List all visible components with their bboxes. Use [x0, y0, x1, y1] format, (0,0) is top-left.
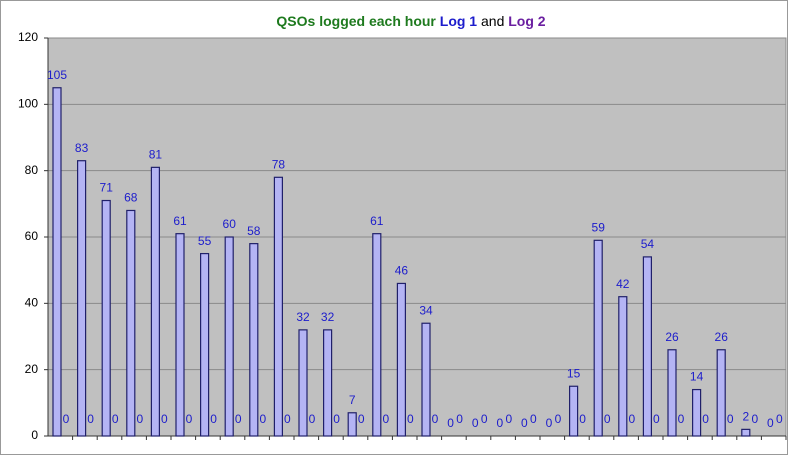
- bar: [642, 256, 653, 437]
- data-label: 0: [456, 412, 463, 426]
- data-label: 0: [678, 412, 685, 426]
- data-label: 14: [690, 370, 704, 384]
- data-label: 46: [395, 264, 409, 278]
- bar: [101, 199, 111, 437]
- data-label: 0: [161, 412, 168, 426]
- data-label: 0: [309, 412, 316, 426]
- bar: [421, 322, 431, 437]
- data-label: 0: [521, 416, 528, 430]
- data-label: 59: [592, 220, 606, 234]
- title-series-1: Log 1: [440, 13, 478, 29]
- data-label: 0: [505, 412, 512, 426]
- data-label: 71: [100, 181, 114, 195]
- bar: [593, 239, 603, 437]
- bar: [76, 160, 87, 437]
- data-label: 0: [284, 412, 291, 426]
- data-label: 60: [223, 217, 237, 231]
- data-label: 0: [432, 412, 439, 426]
- data-label: 0: [702, 412, 709, 426]
- bar: [126, 209, 136, 437]
- data-label: 0: [87, 412, 94, 426]
- bar: [372, 233, 382, 437]
- bar: [273, 176, 283, 437]
- data-label: 0: [604, 412, 611, 426]
- title-series-2: Log 2: [508, 13, 546, 29]
- bar: [691, 388, 702, 437]
- data-label: 0: [447, 416, 454, 430]
- bar: [568, 385, 579, 437]
- bar: [667, 349, 677, 437]
- bar: [249, 243, 259, 437]
- data-label: 0: [112, 412, 119, 426]
- data-label: 0: [210, 412, 217, 426]
- data-label: 55: [198, 234, 212, 248]
- bar: [716, 349, 726, 437]
- data-label: 54: [641, 237, 655, 251]
- title-main: QSOs logged each hour: [276, 13, 436, 29]
- data-label: 2: [742, 410, 749, 424]
- data-label: 15: [567, 366, 581, 380]
- data-label: 0: [63, 412, 70, 426]
- bar: [52, 87, 62, 437]
- bar: [200, 252, 210, 437]
- data-label: 32: [296, 310, 310, 324]
- data-label: 61: [370, 214, 384, 228]
- data-label: 0: [546, 416, 553, 430]
- data-label: 0: [333, 412, 340, 426]
- data-label: 0: [776, 412, 783, 426]
- data-label: 26: [715, 330, 729, 344]
- y-tick-label: 60: [25, 229, 39, 243]
- y-tick-label: 100: [18, 97, 38, 111]
- data-label: 0: [767, 416, 774, 430]
- data-label: 0: [235, 412, 242, 426]
- data-label: 26: [665, 330, 679, 344]
- bar: [150, 166, 160, 437]
- bar: [396, 282, 406, 437]
- title-joiner: and: [481, 13, 504, 29]
- data-label: 34: [419, 303, 433, 317]
- y-tick-label: 20: [25, 362, 39, 376]
- data-label: 78: [272, 157, 286, 171]
- data-label: 105: [47, 68, 67, 82]
- data-label: 0: [653, 412, 660, 426]
- bar: [298, 329, 308, 437]
- bar: [323, 329, 333, 437]
- bar: [347, 412, 357, 437]
- data-label: 7: [349, 393, 356, 407]
- chart-title: QSOs logged each hour Log 1 and Log 2: [276, 13, 545, 29]
- data-label: 61: [173, 214, 187, 228]
- data-label: 0: [579, 412, 586, 426]
- data-label: 0: [382, 412, 389, 426]
- data-label: 0: [496, 416, 503, 430]
- data-label: 0: [358, 412, 365, 426]
- data-label: 58: [247, 224, 261, 238]
- data-label: 0: [530, 412, 537, 426]
- y-tick-label: 80: [25, 163, 39, 177]
- data-label: 0: [751, 412, 758, 426]
- data-label: 42: [616, 277, 630, 291]
- bar: [618, 296, 628, 437]
- y-tick-label: 40: [25, 296, 39, 310]
- data-label: 0: [727, 412, 734, 426]
- data-label: 0: [407, 412, 414, 426]
- y-tick-label: 0: [31, 428, 38, 442]
- bar: [741, 428, 751, 437]
- bar: [175, 233, 185, 437]
- data-label: 68: [124, 191, 138, 205]
- data-label: 32: [321, 310, 335, 324]
- y-tick-label: 120: [18, 30, 38, 44]
- data-label: 0: [628, 412, 635, 426]
- data-label: 0: [481, 412, 488, 426]
- data-label: 0: [555, 412, 562, 426]
- data-label: 81: [149, 148, 163, 162]
- bar: [224, 236, 234, 437]
- data-label: 0: [472, 416, 479, 430]
- data-label: 0: [259, 412, 266, 426]
- data-label: 83: [75, 141, 89, 155]
- data-label: 0: [136, 412, 143, 426]
- data-label: 0: [186, 412, 193, 426]
